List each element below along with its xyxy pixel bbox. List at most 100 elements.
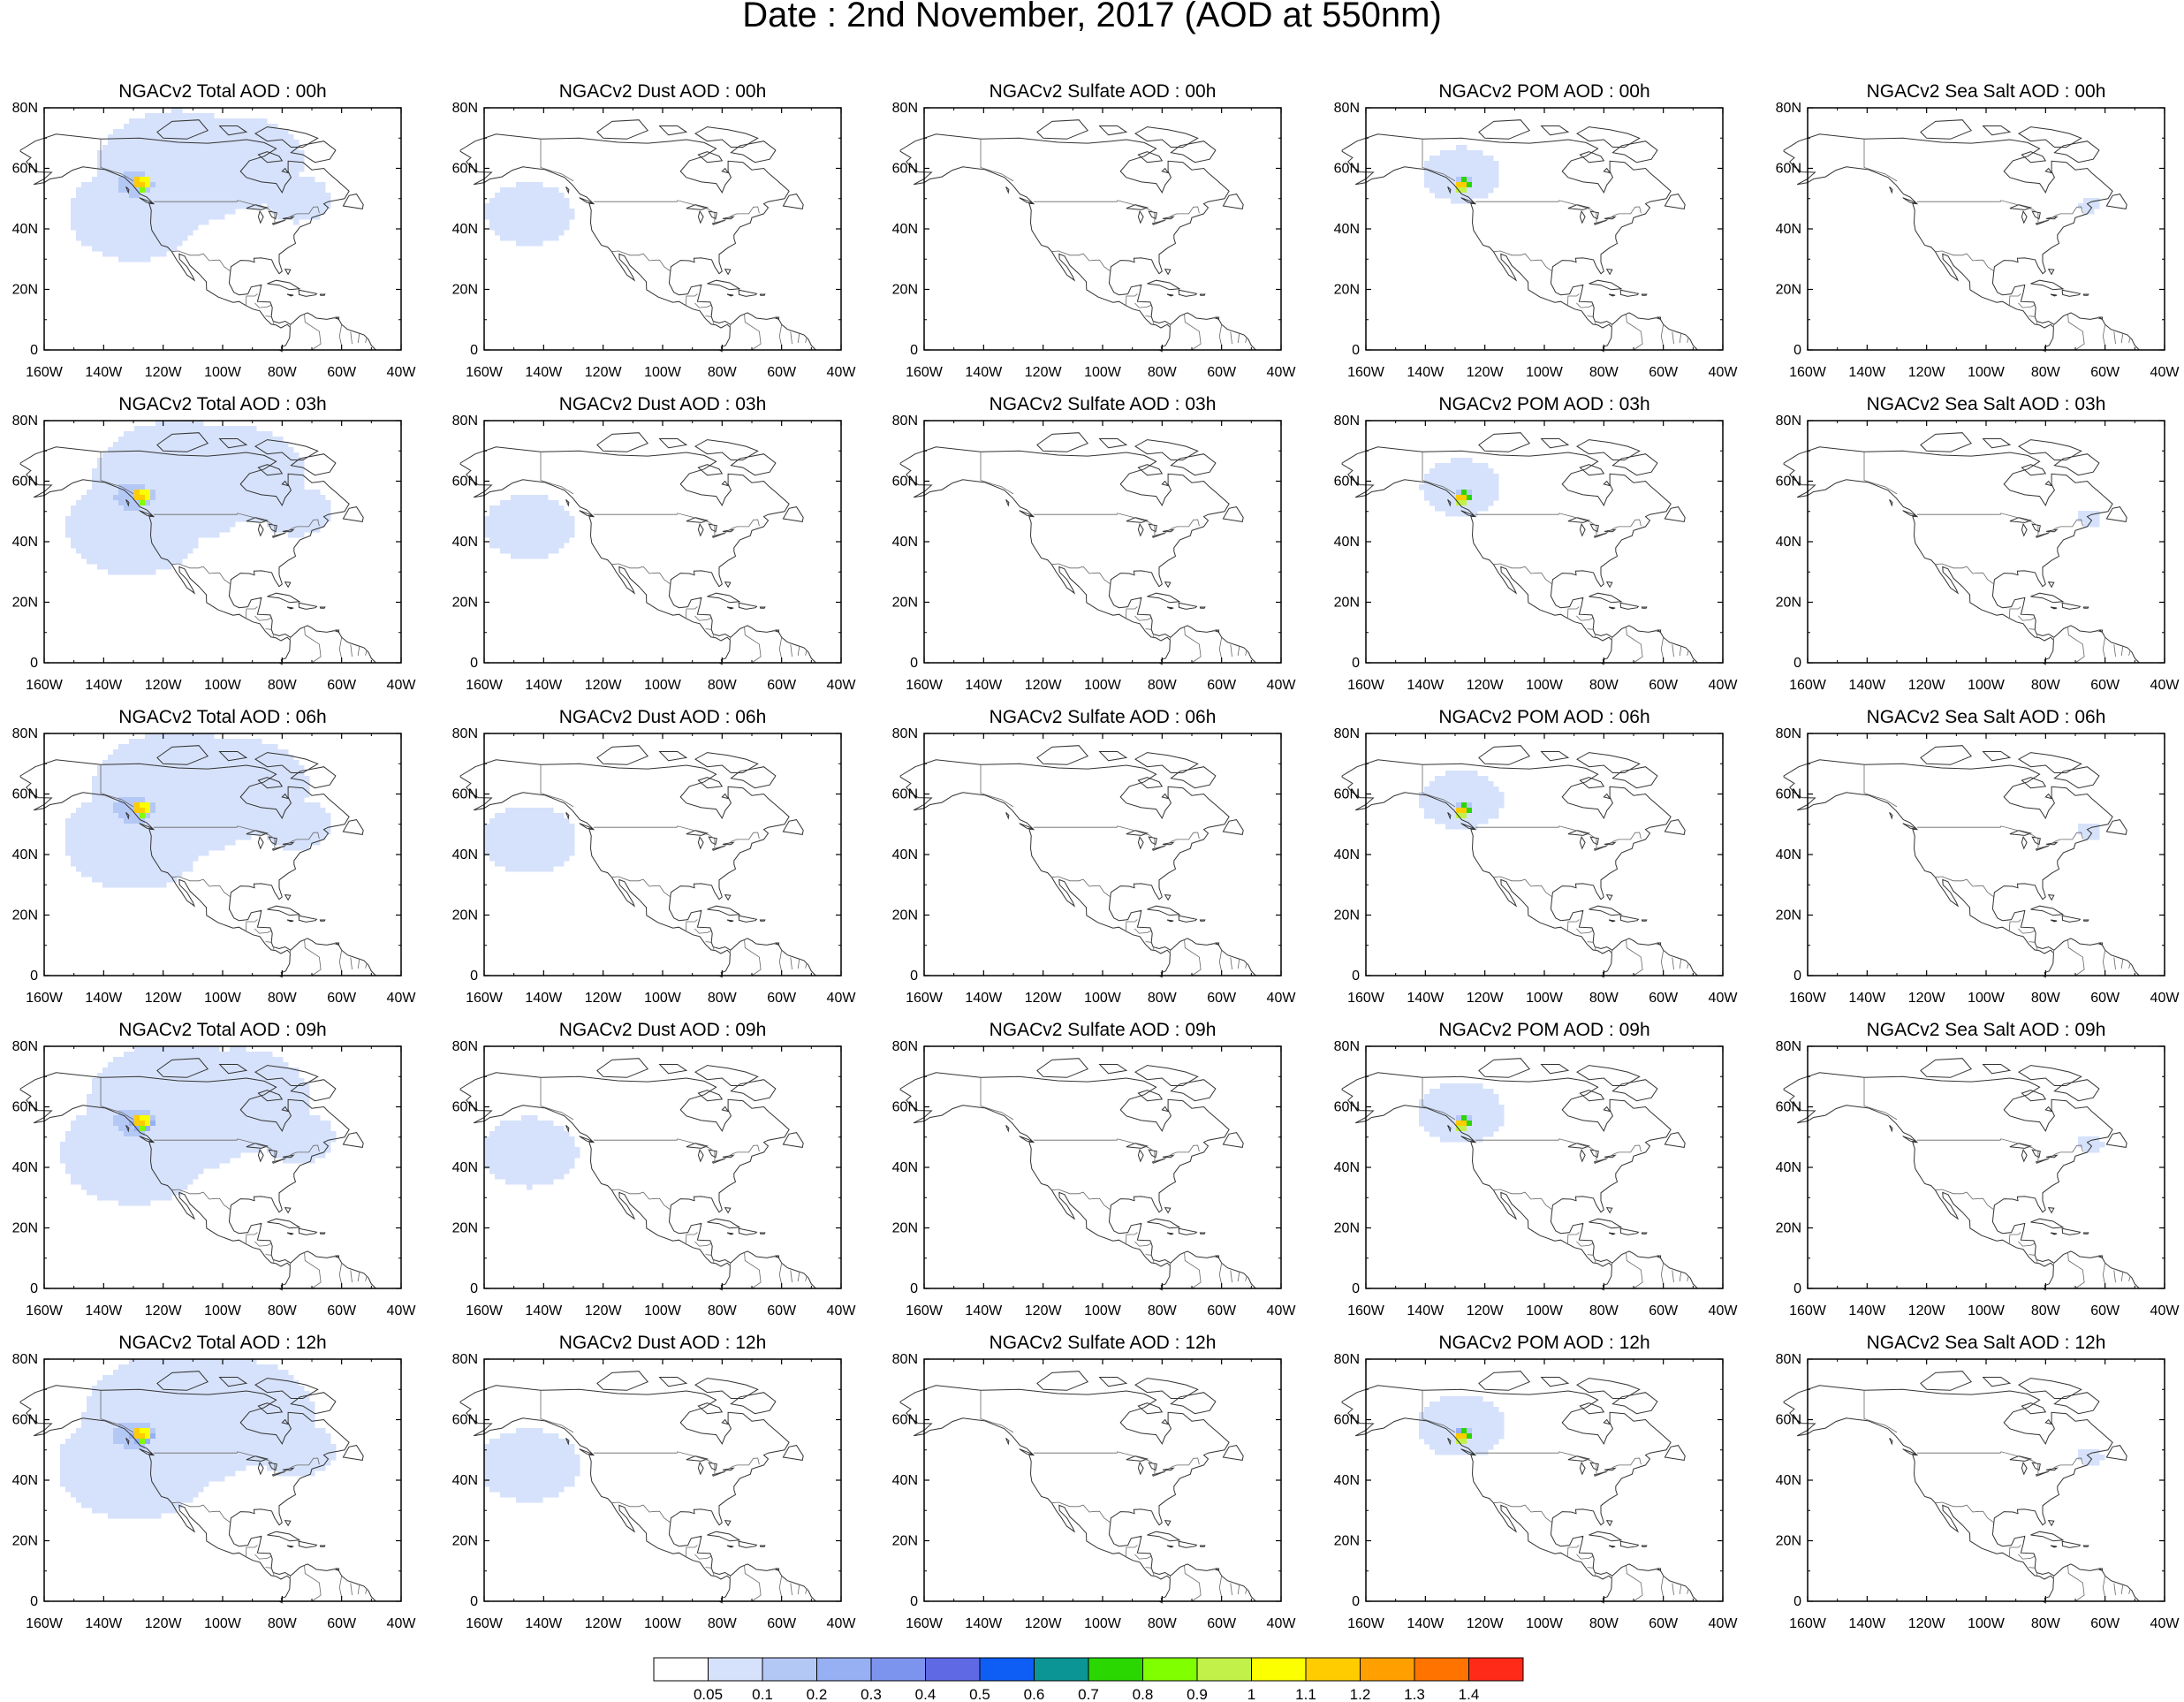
y-tick-label: 80N bbox=[1334, 414, 1360, 429]
map-background bbox=[1366, 733, 1723, 976]
x-tick-label: 40W bbox=[2150, 365, 2180, 380]
x-tick-label: 60W bbox=[2090, 365, 2120, 380]
aod-field bbox=[484, 808, 575, 872]
y-tick-label: 40N bbox=[1334, 535, 1360, 550]
y-tick-label: 0 bbox=[1352, 343, 1360, 358]
x-tick-label: 40W bbox=[387, 678, 417, 693]
y-tick-label: 40N bbox=[892, 1160, 918, 1175]
y-tick-label: 0 bbox=[30, 656, 38, 671]
y-tick-label: 0 bbox=[910, 343, 918, 358]
map-background bbox=[1808, 1046, 2165, 1288]
colorbar-label: 0.6 bbox=[1024, 1686, 1045, 1702]
y-tick-label: 80N bbox=[1776, 1039, 1801, 1054]
y-tick-label: 20N bbox=[892, 1221, 918, 1236]
y-tick-label: 40N bbox=[892, 222, 918, 237]
x-tick-label: 100W bbox=[1526, 1303, 1564, 1318]
x-tick-label: 40W bbox=[1267, 678, 1297, 693]
x-tick-label: 120W bbox=[1025, 1303, 1063, 1318]
panel-title: NGACv2 Sulfate AOD : 00h bbox=[990, 81, 1217, 102]
x-tick-label: 60W bbox=[1207, 1616, 1237, 1631]
panel-title: NGACv2 Sea Salt AOD : 03h bbox=[1867, 394, 2106, 414]
panel-dust-0: 160W 140W 120W 100W 80W 60W 40W 0 20N 40N 60N 80N NG… bbox=[452, 81, 857, 380]
coastlines bbox=[1783, 745, 2141, 978]
x-tick-label: 160W bbox=[1347, 1303, 1385, 1318]
map-background bbox=[1808, 108, 2165, 350]
panel-title: NGACv2 POM AOD : 12h bbox=[1438, 1333, 1649, 1353]
x-tick-label: 120W bbox=[1467, 1303, 1505, 1318]
colorbar-cell bbox=[1088, 1657, 1143, 1682]
map-background bbox=[924, 421, 1281, 663]
x-tick-label: 60W bbox=[1207, 991, 1237, 1006]
x-tick-label: 120W bbox=[1908, 991, 1946, 1006]
x-tick-label: 40W bbox=[387, 991, 417, 1006]
colorbar-cell bbox=[1251, 1657, 1307, 1682]
x-tick-label: 80W bbox=[1148, 1303, 1178, 1318]
colorbar-cell bbox=[870, 1657, 926, 1682]
x-tick-label: 100W bbox=[1084, 1303, 1122, 1318]
panel-sulfate-4: 160W 140W 120W 100W 80W 60W 40W 0 20N 40N 60N 80N NG… bbox=[892, 1333, 1297, 1631]
y-tick-label: 80N bbox=[452, 1039, 478, 1054]
y-tick-label: 60N bbox=[12, 1100, 38, 1115]
x-tick-label: 140W bbox=[85, 365, 123, 380]
y-tick-label: 0 bbox=[1793, 1281, 1801, 1296]
aod-field bbox=[1424, 145, 1499, 204]
colorbar-label: 1.3 bbox=[1404, 1686, 1425, 1702]
coastlines bbox=[19, 119, 377, 353]
coastlines bbox=[899, 1371, 1257, 1604]
panel-pom-4: 160W 140W 120W 100W 80W 60W 40W 0 20N 40N 60N 80N NG… bbox=[1334, 1333, 1739, 1631]
y-tick-label: 0 bbox=[470, 343, 478, 358]
y-tick-label: 40N bbox=[892, 847, 918, 862]
y-tick-label: 80N bbox=[892, 726, 918, 741]
y-tick-label: 40N bbox=[1776, 1160, 1801, 1175]
x-tick-label: 60W bbox=[767, 1616, 797, 1631]
x-tick-label: 160W bbox=[1789, 1303, 1827, 1318]
x-tick-label: 140W bbox=[1407, 1616, 1445, 1631]
y-tick-label: 60N bbox=[452, 162, 478, 177]
x-tick-label: 60W bbox=[1207, 1303, 1237, 1318]
x-tick-label: 60W bbox=[767, 991, 797, 1006]
y-tick-label: 20N bbox=[1334, 283, 1360, 298]
coastlines bbox=[459, 745, 817, 978]
y-tick-label: 60N bbox=[12, 162, 38, 177]
coastlines bbox=[899, 119, 1257, 353]
x-tick-label: 80W bbox=[268, 1616, 298, 1631]
x-tick-label: 60W bbox=[767, 1303, 797, 1318]
panel-seasalt-0: 160W 140W 120W 100W 80W 60W 40W 0 20N 40N 60N 80N NG… bbox=[1776, 81, 2180, 380]
panel-pom-1: 160W 140W 120W 100W 80W 60W 40W 0 20N 40N 60N 80N NG… bbox=[1334, 394, 1739, 693]
y-tick-label: 60N bbox=[1334, 787, 1360, 802]
y-tick-label: 40N bbox=[892, 535, 918, 550]
x-tick-label: 60W bbox=[327, 678, 357, 693]
coastlines bbox=[899, 1058, 1257, 1291]
colorbar-label: 0.4 bbox=[915, 1686, 937, 1702]
y-tick-label: 80N bbox=[1334, 1352, 1360, 1367]
x-tick-label: 140W bbox=[85, 1616, 123, 1631]
x-tick-label: 140W bbox=[965, 1303, 1003, 1318]
colorbar-label: 0.8 bbox=[1133, 1686, 1154, 1702]
x-tick-label: 60W bbox=[2090, 1303, 2120, 1318]
coastlines bbox=[899, 432, 1257, 665]
x-tick-label: 100W bbox=[1968, 365, 2006, 380]
x-tick-label: 120W bbox=[1025, 365, 1063, 380]
panel-sulfate-3: 160W 140W 120W 100W 80W 60W 40W 0 20N 40N 60N 80N NG… bbox=[892, 1020, 1297, 1318]
x-tick-label: 100W bbox=[1084, 365, 1122, 380]
y-tick-label: 60N bbox=[12, 787, 38, 802]
x-tick-label: 100W bbox=[204, 991, 242, 1006]
coastlines bbox=[19, 745, 377, 978]
panel-sulfate-1: 160W 140W 120W 100W 80W 60W 40W 0 20N 40N 60N 80N NG… bbox=[892, 394, 1297, 693]
x-tick-label: 120W bbox=[145, 1616, 183, 1631]
x-tick-label: 80W bbox=[1148, 365, 1178, 380]
map-background bbox=[924, 733, 1281, 976]
colorbar-label: 1.2 bbox=[1350, 1686, 1371, 1702]
coastlines bbox=[1783, 1371, 2141, 1604]
panel-seasalt-3: 160W 140W 120W 100W 80W 60W 40W 0 20N 40N 60N 80N NG… bbox=[1776, 1020, 2180, 1318]
panel-pom-3: 160W 140W 120W 100W 80W 60W 40W 0 20N 40N 60N 80N NG… bbox=[1334, 1020, 1739, 1318]
x-tick-label: 140W bbox=[1407, 991, 1445, 1006]
y-tick-label: 20N bbox=[1776, 596, 1801, 611]
y-tick-label: 20N bbox=[12, 908, 38, 923]
y-tick-label: 40N bbox=[12, 1160, 38, 1175]
y-tick-label: 20N bbox=[452, 1534, 478, 1549]
coastlines bbox=[19, 1371, 377, 1604]
aod-field bbox=[65, 733, 331, 888]
x-tick-label: 100W bbox=[1968, 1616, 2006, 1631]
coastlines bbox=[459, 432, 817, 665]
